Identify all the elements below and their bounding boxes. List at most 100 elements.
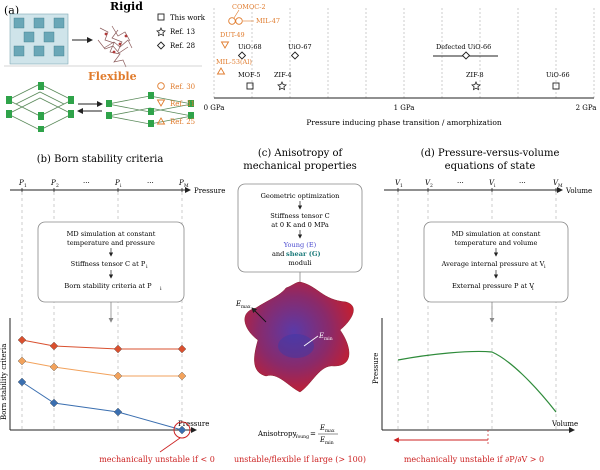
panel-a-tick-label: 1 GPa xyxy=(394,104,415,112)
point-label-dut-49: DUT-49 xyxy=(220,31,245,39)
anisotropy-formula-lhs: Anisotropy xyxy=(257,430,296,438)
series-point xyxy=(177,371,187,381)
axis-tick-label: V xyxy=(553,179,559,187)
surface-shading xyxy=(278,334,314,358)
flexible-label: Flexible xyxy=(88,70,137,83)
panel-d-box-line: Average internal pressure at V xyxy=(441,260,545,268)
series-point xyxy=(49,341,59,351)
panel-b-series xyxy=(17,335,187,435)
point-uio-68 xyxy=(237,51,247,60)
legend-square-marker xyxy=(157,13,165,21)
series-point xyxy=(49,398,59,408)
axis-tick-subscript: 1 xyxy=(24,183,27,189)
panel-d: (d) Pressure-versus-volume equations of … xyxy=(372,148,592,464)
panel-c-box-line: Stiffness tensor C xyxy=(270,212,329,220)
series-line xyxy=(21,381,183,431)
point-label-uio-67: UiO-67 xyxy=(288,43,312,51)
panel-c-box-line: moduli xyxy=(289,259,312,267)
legend-circle-marker xyxy=(157,82,165,90)
panel-c-note: unstable/flexible if large (> 100) xyxy=(234,455,366,464)
rigid-label: Rigid xyxy=(110,0,143,13)
panel-b-title: (b) Born stability criteria xyxy=(37,154,164,165)
point-defected-uio-66 xyxy=(461,51,471,60)
point-label-zif-8: ZIF-8 xyxy=(466,71,484,79)
panel-c-title-line2: mechanical properties xyxy=(243,161,357,172)
flexible-structure-illustration xyxy=(6,82,194,132)
panel-d-box-subscript: i xyxy=(532,286,534,292)
axis-tick-subscript: 2 xyxy=(430,183,433,189)
point-label-mof-5: MOF-5 xyxy=(238,71,261,79)
axis-tick-label: ··· xyxy=(147,179,154,187)
series-point xyxy=(17,335,27,345)
series-point xyxy=(113,371,123,381)
young-modulus-label: Young (E) xyxy=(283,241,317,249)
panel-c-and: and xyxy=(272,250,285,258)
panel-d-box-subscript: i xyxy=(544,264,546,270)
panel-d-box-line: MD simulation at constant xyxy=(452,230,541,238)
point-mil-53 xyxy=(216,67,226,75)
shear-modulus-label: shear (G) xyxy=(286,250,321,258)
panel-b-box-line: temperature and pressure xyxy=(67,239,155,247)
series-line xyxy=(21,360,182,377)
point-label-mil-47: MIL-47 xyxy=(256,17,280,25)
emax-subscript: max xyxy=(241,305,251,310)
axis-tick-label: ··· xyxy=(519,179,526,187)
series-point xyxy=(17,356,27,366)
panel-d-title-line1: (d) Pressure-versus-volume xyxy=(421,148,560,159)
panel-a-axis-title: Pressure inducing phase transition / amo… xyxy=(306,118,502,127)
legend-label: Ref. 31 xyxy=(170,100,195,108)
p-v-curve xyxy=(397,350,557,413)
emax-arrow xyxy=(251,307,267,323)
axis-tick-label: P xyxy=(18,179,24,187)
point-uio-67 xyxy=(290,51,300,60)
panel-b-box-subscript: i xyxy=(160,286,162,292)
panel-b-box-line: MD simulation at constant xyxy=(67,230,156,238)
axis-tick-subscript: i xyxy=(120,183,122,189)
panel-c-title-line1: (c) Anisotropy of xyxy=(258,148,344,159)
anisotropy-formula-sub: Young xyxy=(294,434,309,440)
legend-label: This work xyxy=(170,14,206,22)
point-zif-8 xyxy=(471,81,481,91)
panel-d-note: mechanically unstable if ∂P/∂V > 0 xyxy=(404,455,544,464)
axis-tick-subscript: 1 xyxy=(400,183,403,189)
panel-d-title-line2: equations of state xyxy=(445,161,536,172)
emin-label: E xyxy=(318,332,324,340)
point-label-comoc-2: COMOC-2 xyxy=(232,3,266,11)
panel-a-legend: This work Ref. 13 Ref. 28 Ref. 30 Ref. 3… xyxy=(156,13,206,126)
point-uio-66 xyxy=(552,82,560,90)
panel-a-tick-label: 0 GPa xyxy=(204,104,225,112)
emin-subscript: min xyxy=(324,336,333,342)
axis-tick-label: P xyxy=(178,179,184,187)
point-zif-4 xyxy=(277,81,287,91)
legend-diamond-marker xyxy=(156,41,166,50)
point-dut-49 xyxy=(220,41,230,49)
legend-label: Ref. 28 xyxy=(170,42,195,50)
leader-line xyxy=(233,9,240,19)
panel-a-tick-label: 2 GPa xyxy=(576,104,597,112)
axis-tick-subscript: i xyxy=(494,183,496,189)
axis-tick-label: V xyxy=(425,179,431,187)
panel-b-y-axis-label: Born stability criteria xyxy=(0,344,8,420)
formula-numerator: E xyxy=(319,424,325,432)
legend-triangle-down-marker xyxy=(156,99,166,107)
emin-arrow xyxy=(303,335,319,347)
point-comoc-2 xyxy=(228,17,236,25)
axis-tick-subscript: 2 xyxy=(56,183,59,189)
legend-label: Ref. 30 xyxy=(170,83,195,91)
formula-numerator-sub: max xyxy=(325,429,335,434)
point-mil-47 xyxy=(235,17,243,25)
series-point xyxy=(113,407,123,417)
axis-tick-label: P xyxy=(114,179,120,187)
instability-highlight-circle xyxy=(173,421,191,439)
series-point xyxy=(49,362,59,372)
panel-a: (a) Rigid Flexible xyxy=(4,0,596,132)
legend-label: Ref. 13 xyxy=(170,28,195,36)
point-label-defected-uio-66: Defected UiO-66 xyxy=(436,43,491,51)
panel-a-gridlines xyxy=(213,8,595,98)
panel-b-axis-label: Pressure xyxy=(194,187,225,195)
axis-tick-label: V xyxy=(489,179,495,187)
